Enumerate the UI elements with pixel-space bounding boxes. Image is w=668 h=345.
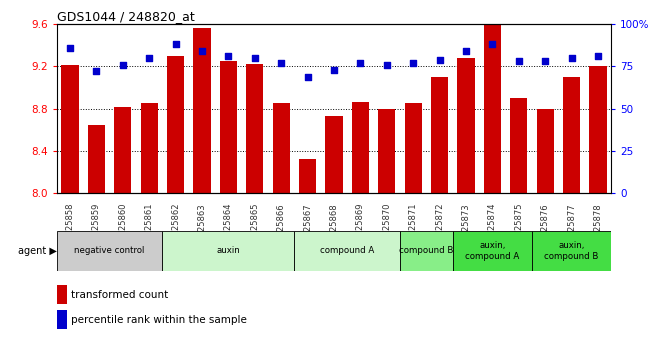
Point bbox=[593, 53, 603, 59]
Point bbox=[144, 55, 154, 61]
Bar bbox=[400, 231, 453, 271]
Point bbox=[249, 55, 260, 61]
Point bbox=[223, 53, 234, 59]
Point bbox=[514, 59, 524, 64]
Bar bbox=[140, 104, 158, 193]
Point bbox=[91, 69, 102, 74]
Bar bbox=[246, 64, 263, 193]
Bar bbox=[458, 58, 474, 193]
Bar bbox=[589, 66, 607, 193]
Bar bbox=[114, 107, 132, 193]
Bar bbox=[162, 231, 295, 271]
Point bbox=[329, 67, 339, 72]
Point bbox=[566, 55, 577, 61]
Bar bbox=[484, 24, 501, 193]
Point bbox=[461, 48, 472, 54]
Point bbox=[170, 42, 181, 47]
Text: compound A: compound A bbox=[320, 246, 374, 256]
Bar bbox=[299, 159, 316, 193]
Point bbox=[487, 42, 498, 47]
Bar bbox=[273, 104, 290, 193]
Text: negative control: negative control bbox=[74, 246, 145, 256]
Point bbox=[540, 59, 550, 64]
Point bbox=[408, 60, 419, 66]
Point bbox=[118, 62, 128, 68]
Bar bbox=[194, 28, 210, 193]
Bar bbox=[167, 56, 184, 193]
Point bbox=[434, 57, 445, 62]
Point bbox=[355, 60, 366, 66]
Bar bbox=[57, 310, 67, 329]
Text: compound B: compound B bbox=[399, 246, 454, 256]
Text: percentile rank within the sample: percentile rank within the sample bbox=[71, 315, 246, 325]
Bar bbox=[61, 65, 79, 193]
Bar bbox=[378, 109, 395, 193]
Bar bbox=[532, 231, 611, 271]
Point bbox=[276, 60, 287, 66]
Bar bbox=[57, 231, 162, 271]
Bar bbox=[295, 231, 400, 271]
Bar bbox=[220, 61, 237, 193]
Point bbox=[65, 45, 75, 51]
Bar bbox=[405, 104, 422, 193]
Bar bbox=[88, 125, 105, 193]
Text: auxin,
compound B: auxin, compound B bbox=[544, 241, 599, 261]
Text: agent ▶: agent ▶ bbox=[18, 246, 57, 256]
Point bbox=[302, 74, 313, 79]
Bar bbox=[563, 77, 580, 193]
Text: transformed count: transformed count bbox=[71, 290, 168, 300]
Text: GDS1044 / 248820_at: GDS1044 / 248820_at bbox=[57, 10, 194, 23]
Text: auxin,
compound A: auxin, compound A bbox=[466, 241, 520, 261]
Text: auxin: auxin bbox=[216, 246, 240, 256]
Bar bbox=[352, 102, 369, 193]
Bar bbox=[510, 98, 528, 193]
Bar bbox=[57, 285, 67, 304]
Bar bbox=[431, 77, 448, 193]
Bar bbox=[325, 116, 343, 193]
Point bbox=[196, 48, 207, 54]
Point bbox=[381, 62, 392, 68]
Bar bbox=[536, 109, 554, 193]
Bar bbox=[453, 231, 532, 271]
